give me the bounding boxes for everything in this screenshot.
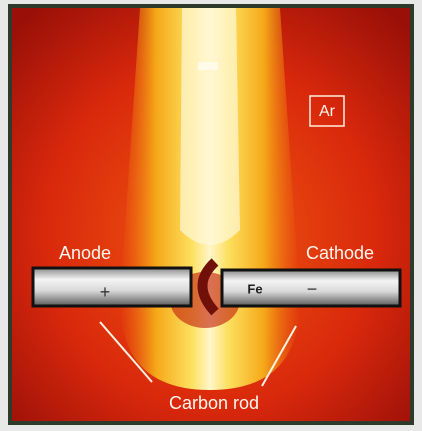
figure: Ar Anode Cathode + Fe − Carbon rod: [0, 0, 422, 431]
page: Ar Anode Cathode + Fe − Carbon rod (() =…: [0, 0, 422, 431]
plus-sign: +: [100, 282, 111, 302]
anode-label: Anode: [59, 243, 111, 263]
hot-spot: [198, 62, 218, 70]
minus-sign: −: [307, 279, 318, 299]
ar-label: Ar: [319, 103, 336, 120]
fe-label: Fe: [247, 281, 262, 296]
cathode-label: Cathode: [306, 243, 374, 263]
anode-rod: [33, 268, 191, 306]
carbon-rod-label: Carbon rod: [169, 393, 259, 413]
plume-core: [180, 8, 240, 245]
